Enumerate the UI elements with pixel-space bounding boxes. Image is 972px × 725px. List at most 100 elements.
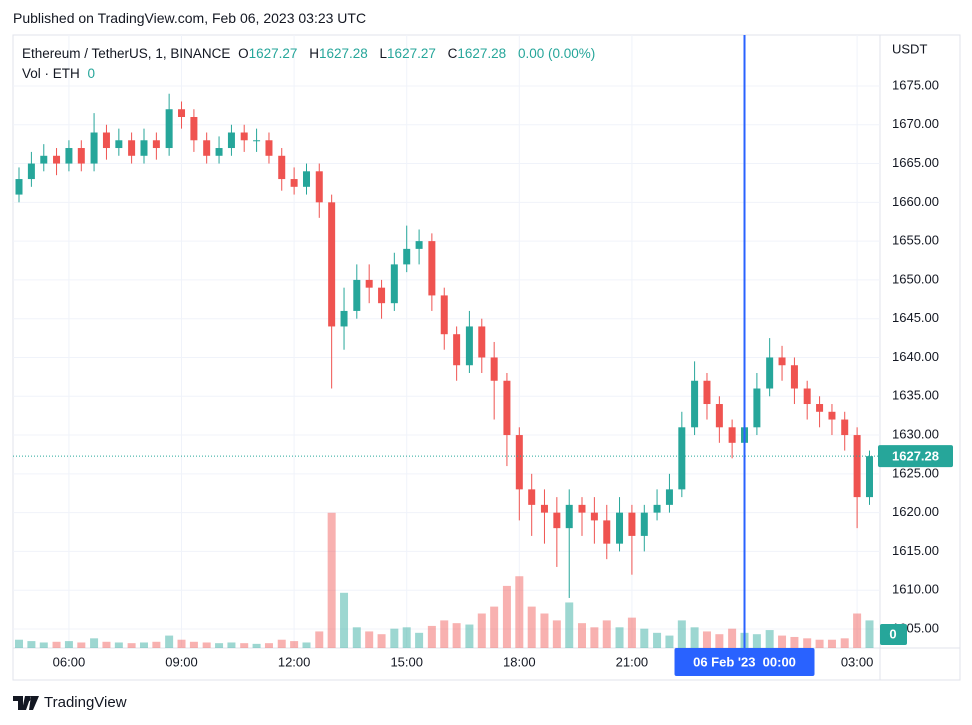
value: 1627.28 bbox=[457, 46, 507, 61]
volume-bar bbox=[315, 631, 324, 648]
volume-bar bbox=[803, 638, 812, 648]
y-tick-label: 1630.00 bbox=[892, 426, 939, 441]
volume-bar bbox=[515, 576, 524, 648]
ohlc-low: L1627.27 bbox=[380, 46, 440, 61]
volume-bar bbox=[853, 613, 862, 648]
volume-bar bbox=[590, 627, 599, 648]
candle-body bbox=[265, 140, 273, 156]
volume-bar bbox=[565, 602, 574, 648]
candle-body bbox=[403, 248, 411, 265]
volume-bar bbox=[277, 639, 286, 648]
candle-body bbox=[653, 504, 661, 513]
volume-bar bbox=[377, 634, 386, 648]
last-price-label: 1627.28 bbox=[892, 449, 939, 464]
candle-body bbox=[565, 504, 573, 529]
label: O bbox=[238, 46, 249, 61]
volume-bar bbox=[152, 641, 161, 648]
legend: Ethereum / TetherUS, 1, BINANCE O1627.27… bbox=[22, 44, 599, 84]
candle-body bbox=[590, 512, 598, 521]
value: 1627.28 bbox=[318, 46, 368, 61]
candle-body bbox=[616, 512, 624, 544]
candle-body bbox=[640, 512, 648, 536]
label: C bbox=[447, 46, 458, 61]
volume-bar bbox=[189, 641, 198, 648]
volume-bar bbox=[102, 641, 111, 648]
candle-body bbox=[102, 132, 110, 149]
volume-bar bbox=[327, 512, 336, 648]
ohlc-close: C1627.28 bbox=[448, 46, 511, 61]
volume-bar bbox=[15, 639, 24, 648]
candle-body bbox=[778, 357, 786, 366]
candle-body bbox=[215, 148, 223, 156]
candle-body bbox=[278, 155, 286, 180]
volume-bar bbox=[552, 620, 561, 648]
volume-bar bbox=[452, 623, 461, 648]
volume-bar bbox=[778, 635, 787, 648]
currency-label: USDT bbox=[892, 41, 927, 56]
candle-body bbox=[152, 140, 160, 149]
x-tick-label: 03:00 bbox=[841, 654, 874, 669]
volume-bar bbox=[127, 643, 136, 648]
candle-body bbox=[303, 171, 311, 187]
candle-body bbox=[165, 109, 173, 149]
volume-bar bbox=[290, 641, 299, 648]
candle-body bbox=[415, 241, 423, 249]
volume-bar bbox=[77, 642, 86, 648]
change: 0.00 (0.00%) bbox=[517, 46, 596, 61]
y-tick-label: 1670.00 bbox=[892, 116, 939, 131]
candle-body bbox=[340, 310, 348, 327]
volume-bar bbox=[352, 627, 361, 648]
volume-bar bbox=[502, 585, 511, 648]
candle-body bbox=[378, 287, 386, 304]
candle-body bbox=[77, 148, 85, 164]
volume-bar bbox=[690, 627, 699, 648]
volume-bar bbox=[627, 617, 636, 648]
y-tick-label: 1635.00 bbox=[892, 388, 939, 403]
candle-body bbox=[503, 380, 511, 436]
x-tick-label: 06:00 bbox=[53, 654, 86, 669]
candle-body bbox=[865, 456, 873, 498]
brand-logo bbox=[13, 695, 39, 710]
volume-bar bbox=[252, 643, 261, 648]
volume-bar bbox=[490, 606, 499, 648]
candle-body bbox=[390, 264, 398, 304]
candle-body bbox=[140, 140, 148, 156]
volume-bar bbox=[52, 641, 61, 648]
candle-body bbox=[790, 365, 798, 389]
candle-body bbox=[240, 132, 248, 141]
candle-body bbox=[691, 380, 699, 428]
ohlc-high: H1627.28 bbox=[309, 46, 372, 61]
candle-body bbox=[40, 155, 48, 164]
volume-bar bbox=[815, 639, 824, 648]
volume-bar bbox=[702, 631, 711, 648]
volume-bar bbox=[465, 624, 474, 648]
volume-bar bbox=[752, 634, 761, 648]
candle-body bbox=[478, 326, 486, 358]
plot-area bbox=[13, 35, 880, 648]
candle-body bbox=[578, 504, 586, 513]
x-tick-label: 21:00 bbox=[616, 654, 649, 669]
volume-bar bbox=[139, 642, 148, 648]
candle-body bbox=[328, 202, 336, 327]
volume-bar bbox=[302, 642, 311, 648]
candle-body bbox=[53, 155, 61, 164]
y-tick-label: 1645.00 bbox=[892, 310, 939, 325]
candle-body bbox=[128, 140, 136, 156]
value: 1627.27 bbox=[387, 46, 436, 61]
candle-body bbox=[353, 279, 361, 311]
x-tick-label: 15:00 bbox=[390, 654, 423, 669]
y-tick-label: 1610.00 bbox=[892, 582, 939, 597]
volume-bar bbox=[264, 643, 273, 648]
volume-bar bbox=[653, 632, 662, 648]
volume-bar bbox=[677, 620, 686, 648]
volume-bar bbox=[227, 642, 236, 648]
y-tick-label: 1665.00 bbox=[892, 155, 939, 170]
volume-bar bbox=[165, 635, 174, 648]
volume-bar bbox=[27, 641, 36, 648]
volume-bar bbox=[827, 639, 836, 648]
candle-body bbox=[90, 132, 98, 164]
volume-bar bbox=[865, 620, 874, 648]
volume-bar bbox=[665, 635, 674, 648]
